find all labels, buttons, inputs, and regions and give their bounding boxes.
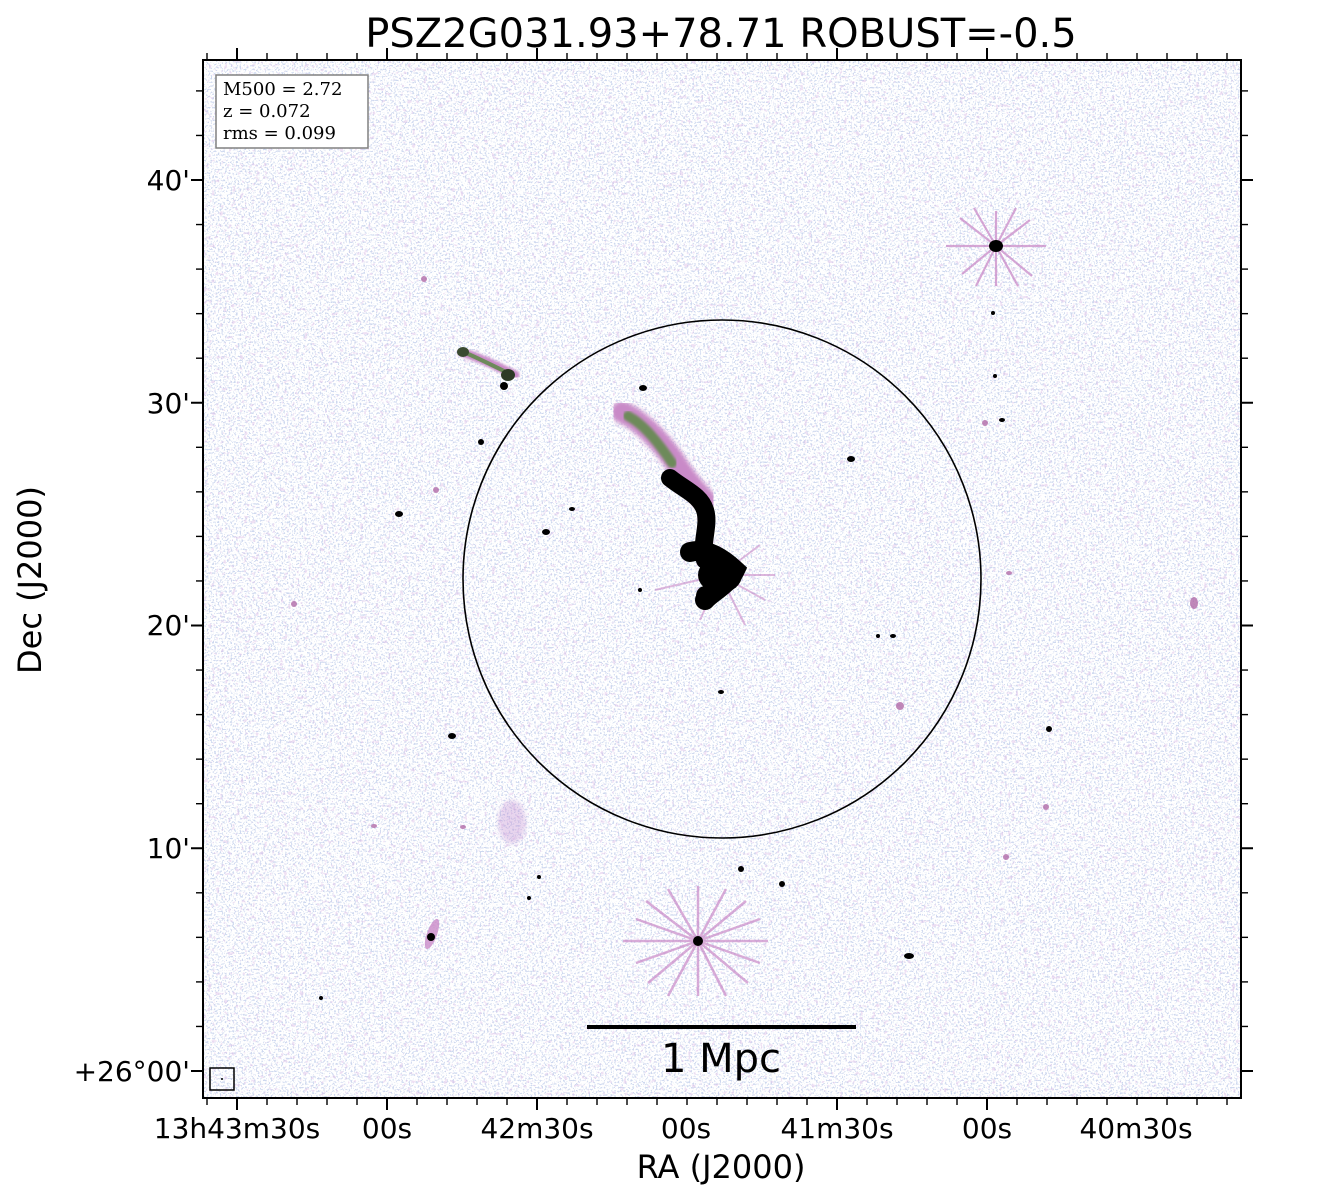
info-redshift: z = 0.072 [223,101,311,122]
dec-tick-label: 20' [147,609,190,642]
diffuse-emission [498,800,526,844]
info-box: M500 = 2.72 z = 0.072 rms = 0.099 [215,74,369,149]
bright-source-s [623,886,768,997]
ra-tick-labels: 13h43m30s 00s 42m30s 00s 41m30s 00s 40m3… [154,1112,1193,1145]
ra-tick-label: 13h43m30s [154,1112,321,1145]
info-rms: rms = 0.099 [223,123,336,144]
beam-ellipse [221,1078,223,1080]
beam-box [209,1067,235,1091]
scale-bar-label: 1 Mpc [661,1036,781,1082]
ra-tick-label: 00s [362,1112,412,1145]
ra-tick-label: 00s [661,1112,711,1145]
ra-tick-label: 00s [962,1112,1012,1145]
r500-circle [462,319,982,839]
ra-tick-label: 40m30s [1079,1112,1192,1145]
x-axis-label: RA (J2000) [637,1148,806,1186]
sw-source [424,918,440,950]
dec-tick-label: 30' [147,387,190,420]
dec-tick-label: 40' [147,164,190,197]
y-axis-label: Dec (J2000) [11,486,49,674]
radio-image [203,60,1241,1098]
nw-tailed-source [457,347,520,390]
faint-sources [291,276,1198,860]
compact-sources [319,311,1052,1000]
bright-source-ne [946,207,1046,287]
plot-title: PSZ2G031.93+78.71 ROBUST=-0.5 [365,11,1076,57]
dec-tick-labels: 40' 30' 20' 10' +26°00' [74,164,190,1088]
ra-tick-label: 42m30s [480,1112,593,1145]
info-m500: M500 = 2.72 [223,79,342,100]
dec-tick-label: 10' [147,832,190,865]
ra-tick-label: 41m30s [780,1112,893,1145]
dec-tick-label: +26°00' [74,1055,190,1088]
central-radio-galaxy [611,401,775,626]
plot-frame [202,59,1242,1099]
axis-ticks [191,48,1253,1110]
